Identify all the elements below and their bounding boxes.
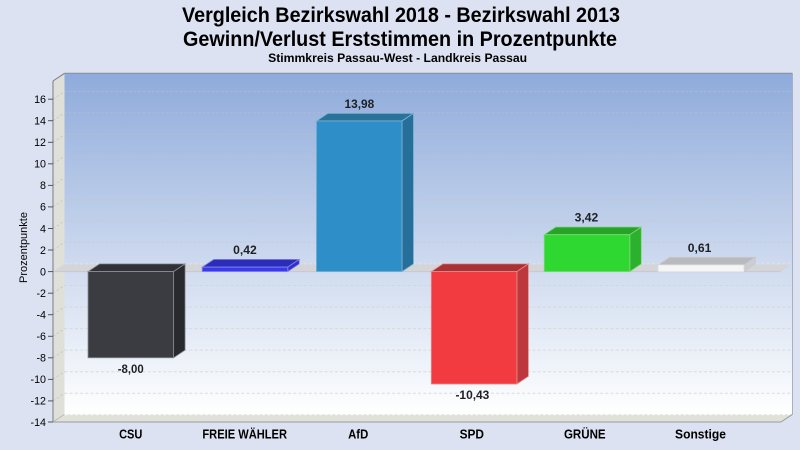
svg-text:14: 14	[34, 116, 46, 128]
svg-text:GRÜNE: GRÜNE	[564, 427, 606, 442]
svg-text:CSU: CSU	[119, 428, 142, 442]
svg-text:0,61: 0,61	[688, 241, 712, 255]
svg-text:16: 16	[34, 94, 46, 106]
svg-text:Prozentpunkte: Prozentpunkte	[18, 212, 30, 283]
svg-text:-14: -14	[31, 417, 47, 429]
svg-text:6: 6	[40, 202, 46, 214]
svg-text:0,42: 0,42	[233, 243, 257, 257]
svg-text:12: 12	[34, 137, 46, 149]
svg-text:13,98: 13,98	[345, 97, 375, 111]
svg-text:Vergleich Bezirkswahl 2018 - B: Vergleich Bezirkswahl 2018 - Bezirkswahl…	[182, 4, 620, 27]
svg-text:8: 8	[40, 180, 46, 192]
svg-text:Gewinn/Verlust Erststimmen in: Gewinn/Verlust Erststimmen in Prozentpun…	[183, 28, 617, 51]
svg-text:-6: -6	[36, 331, 46, 343]
svg-text:2: 2	[40, 245, 46, 257]
svg-text:3,42: 3,42	[575, 211, 599, 225]
svg-text:SPD: SPD	[460, 428, 484, 442]
svg-text:-8: -8	[36, 353, 46, 365]
svg-text:10: 10	[34, 159, 46, 171]
svg-text:-4: -4	[36, 310, 46, 322]
svg-text:Stimmkreis Passau-West - Landk: Stimmkreis Passau-West - Landkreis Passa…	[268, 51, 527, 65]
svg-text:-10: -10	[31, 374, 47, 386]
svg-text:-8,00: -8,00	[118, 362, 144, 376]
svg-text:AfD: AfD	[348, 428, 368, 442]
svg-text:FREIE WÄHLER: FREIE WÄHLER	[202, 427, 287, 442]
svg-text:0: 0	[40, 266, 46, 278]
svg-text:-10,43: -10,43	[455, 388, 489, 402]
svg-text:-12: -12	[31, 396, 47, 408]
svg-text:4: 4	[40, 223, 46, 235]
svg-text:Sonstige: Sonstige	[675, 428, 726, 442]
svg-text:-2: -2	[36, 288, 46, 300]
